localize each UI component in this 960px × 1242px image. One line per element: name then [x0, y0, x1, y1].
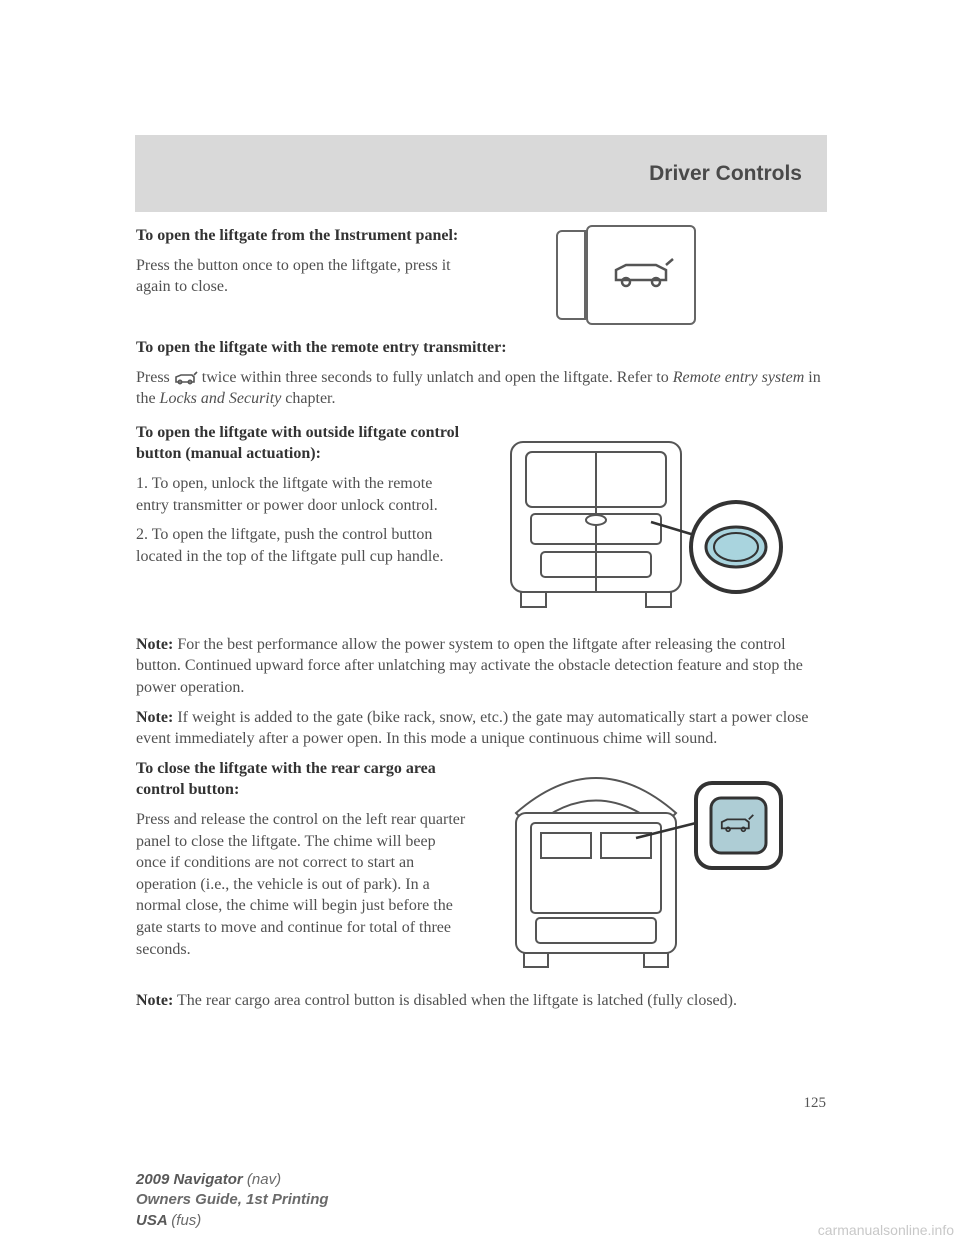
para-close-cargo: Press and release the control on the lef… — [136, 809, 466, 960]
footer-line-3: USA (fus) — [136, 1211, 329, 1231]
footer: 2009 Navigator (nav) Owners Guide, 1st P… — [136, 1170, 329, 1231]
note-label: Note: — [136, 992, 173, 1009]
step-1: 1. To open, unlock the liftgate with the… — [136, 473, 466, 516]
figure-dash-button — [556, 225, 701, 325]
text-col: To open the liftgate with outside liftga… — [136, 422, 466, 576]
para-open-panel: Press the button once to open the liftga… — [136, 255, 466, 298]
txt-italic: Remote entry system — [673, 369, 805, 386]
note-1: Note: For the best performance allow the… — [136, 634, 826, 699]
page-number: 125 — [136, 1095, 826, 1112]
para-remote: Press twice within three seconds to full… — [136, 367, 826, 410]
step-2: 2. To open the liftgate, push the contro… — [136, 524, 466, 567]
txt: Press — [136, 369, 174, 386]
heading-close-cargo: To close the liftgate with the rear carg… — [136, 760, 436, 799]
footer-model: 2009 Navigator — [136, 1171, 247, 1188]
liftgate-remote-icon — [174, 371, 198, 385]
footer-line-2: Owners Guide, 1st Printing — [136, 1190, 329, 1210]
note-label: Note: — [136, 636, 173, 653]
note-text: If weight is added to the gate (bike rac… — [136, 709, 808, 748]
heading-outside: To open the liftgate with outside liftga… — [136, 424, 459, 463]
heading-open-panel: To open the liftgate from the Instrument… — [136, 227, 458, 244]
footer-code: (nav) — [247, 1171, 281, 1188]
note-2: Note: If weight is added to the gate (bi… — [136, 707, 826, 750]
footer-region: USA — [136, 1212, 171, 1229]
note-text: The rear cargo area control button is di… — [173, 992, 737, 1009]
header-title: Driver Controls — [649, 162, 802, 186]
section-remote-entry: To open the liftgate with the remote ent… — [136, 337, 826, 410]
note-text: For the best performance allow the power… — [136, 636, 803, 696]
txt: chapter. — [285, 390, 335, 407]
page-content: To open the liftgate from the Instrument… — [136, 225, 826, 1019]
heading-remote: To open the liftgate with the remote ent… — [136, 339, 507, 356]
footer-region-code: (fus) — [171, 1212, 201, 1229]
note-label: Note: — [136, 709, 173, 726]
section-close-cargo: To close the liftgate with the rear carg… — [136, 758, 826, 978]
liftgate-suv-icon — [611, 255, 681, 290]
note-3: Note: The rear cargo area control button… — [136, 990, 826, 1012]
txt-italic: Locks and Security — [160, 390, 282, 407]
page-header: Driver Controls — [135, 135, 827, 212]
figure-rear-closed — [486, 422, 791, 622]
watermark: carmanualsonline.info — [818, 1222, 954, 1238]
text-col: To open the liftgate from the Instrument… — [136, 225, 466, 306]
dash-panel-left — [556, 230, 586, 320]
text-col: To close the liftgate with the rear carg… — [136, 758, 466, 968]
section-outside-control: To open the liftgate with outside liftga… — [136, 422, 826, 622]
footer-line-1: 2009 Navigator (nav) — [136, 1170, 329, 1190]
txt: twice within three seconds to fully unla… — [202, 369, 673, 386]
section-open-from-panel: To open the liftgate from the Instrument… — [136, 225, 826, 325]
figure-rear-open — [486, 758, 791, 978]
